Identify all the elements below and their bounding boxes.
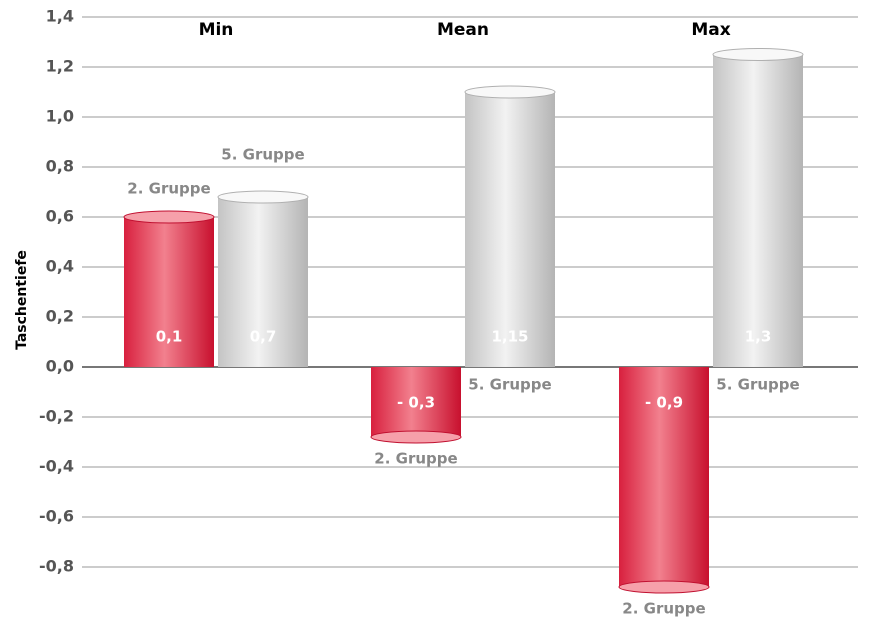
- y-axis-label: Taschentiefe: [14, 250, 30, 350]
- y-tick-label: 0,0: [46, 357, 74, 376]
- series-label: 5. Gruppe: [716, 376, 799, 394]
- bar-cap: [464, 85, 556, 99]
- y-tick-label: -0,2: [39, 407, 74, 426]
- category-label: Min: [199, 20, 234, 40]
- bar: [218, 197, 308, 367]
- y-tick-label: -0,6: [39, 507, 74, 526]
- bar-text: 0,1: [156, 328, 183, 346]
- bar: [713, 54, 803, 367]
- series-label: 5. Gruppe: [468, 376, 551, 394]
- y-tick-label: 1,4: [46, 7, 74, 26]
- y-tick-label: 0,8: [46, 157, 74, 176]
- bar-text: 0,7: [250, 328, 277, 346]
- bar: [371, 367, 461, 437]
- bar-cap: [370, 430, 462, 444]
- series-label: 2. Gruppe: [622, 600, 705, 618]
- bar-text: 1,3: [745, 328, 772, 346]
- bar: [465, 92, 555, 367]
- y-tick-label: -0,8: [39, 557, 74, 576]
- y-tick-label: 0,4: [46, 257, 74, 276]
- y-tick-label: 1,2: [46, 57, 74, 76]
- bar-text: - 0,3: [397, 394, 435, 412]
- y-tick-label: 0,6: [46, 207, 74, 226]
- y-tick-label: -0,4: [39, 457, 74, 476]
- series-label: 2. Gruppe: [127, 180, 210, 198]
- bar-cap: [217, 190, 309, 204]
- series-label: 5. Gruppe: [221, 146, 304, 164]
- category-label: Max: [691, 20, 730, 40]
- y-tick-label: 0,2: [46, 307, 74, 326]
- bar-text: 1,15: [491, 328, 528, 346]
- bar: [619, 367, 709, 587]
- bar-cap: [123, 210, 215, 224]
- bar-cap: [618, 580, 710, 594]
- bar-text: - 0,9: [645, 394, 683, 412]
- bar: [124, 217, 214, 367]
- y-tick-label: 1,0: [46, 107, 74, 126]
- category-label: Mean: [437, 20, 489, 40]
- bar-cap: [712, 48, 804, 61]
- series-label: 2. Gruppe: [374, 450, 457, 468]
